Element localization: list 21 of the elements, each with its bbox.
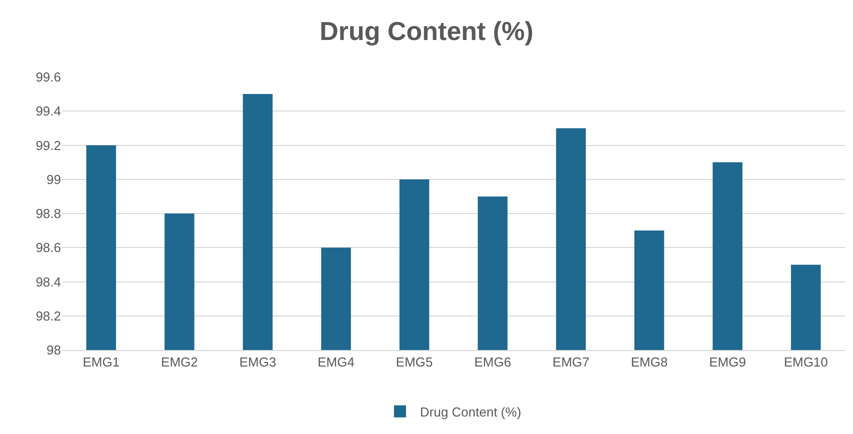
y-tick-label: 98.4 — [36, 274, 61, 290]
chart-title: Drug Content (%) — [320, 16, 534, 46]
x-tick-label: EMG5 — [396, 354, 433, 370]
y-tick-label: 98.6 — [36, 240, 61, 256]
y-tick-label: 99.2 — [36, 138, 61, 153]
y-tick-label: 98.2 — [36, 308, 61, 324]
y-tick-label: 99.6 — [36, 70, 61, 85]
x-tick-label: EMG7 — [552, 354, 590, 370]
y-tick-label: 98 — [46, 342, 61, 358]
x-tick-label: EMG1 — [82, 354, 120, 370]
y-tick-label: 99 — [46, 172, 61, 187]
x-tick-label: EMG9 — [709, 354, 746, 370]
x-tick-label: EMG3 — [239, 354, 276, 370]
x-tick-label: EMG10 — [784, 354, 828, 370]
y-tick-label: 98.8 — [36, 206, 61, 222]
y-tick-label: 99.4 — [36, 104, 61, 119]
x-tick-label: EMG8 — [630, 354, 668, 370]
x-tick-label: EMG4 — [318, 354, 354, 370]
x-tick-label: EMG2 — [161, 354, 198, 370]
legend-label: Drug Content (%) — [420, 404, 522, 420]
x-tick-label: EMG6 — [474, 354, 512, 370]
